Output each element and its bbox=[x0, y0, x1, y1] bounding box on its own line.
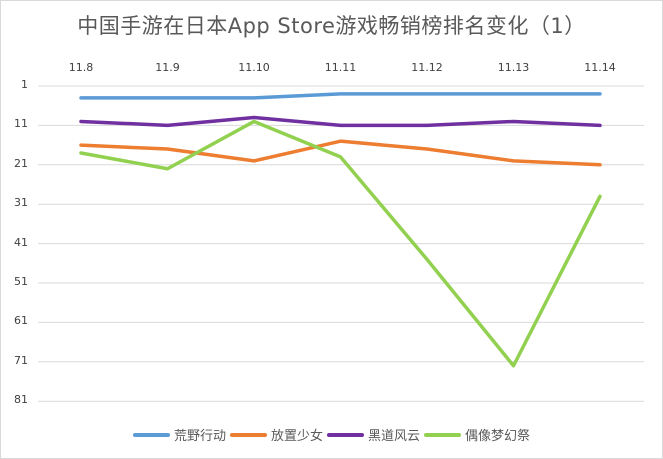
x-tick-label: 11.9 bbox=[155, 61, 180, 74]
y-tick-label: 41 bbox=[14, 235, 28, 249]
legend-swatch-icon bbox=[424, 432, 462, 437]
y-tick-label: 51 bbox=[14, 275, 28, 288]
x-tick-label: 11.10 bbox=[238, 61, 270, 74]
legend-item: 黑道风云 bbox=[327, 425, 420, 444]
legend-label: 黑道风云 bbox=[368, 429, 421, 444]
legend: 荒野行动 放置少女 黑道风云 偶像梦幻祭 bbox=[0, 425, 663, 444]
y-tick-label: 31 bbox=[14, 196, 28, 210]
series-line-3 bbox=[79, 119, 602, 368]
x-tick-label: 11.14 bbox=[584, 61, 616, 74]
series-line-2 bbox=[79, 115, 602, 128]
x-tick-label: 11.13 bbox=[497, 61, 530, 74]
y-tick-label: 1 bbox=[21, 78, 28, 91]
x-tick-label: 11.8 bbox=[68, 61, 94, 74]
legend-label: 偶像梦幻祭 bbox=[465, 429, 531, 444]
series-line-1 bbox=[79, 139, 602, 167]
legend-item: 荒野行动 bbox=[132, 425, 226, 444]
legend-item: 放置少女 bbox=[229, 425, 323, 444]
y-tick-label: 81 bbox=[14, 393, 28, 407]
legend-swatch-icon bbox=[132, 432, 170, 437]
legend-swatch-icon bbox=[229, 432, 267, 437]
series-line-0 bbox=[79, 92, 602, 100]
x-tick-label: 11.12 bbox=[411, 61, 443, 74]
legend-label: 荒野行动 bbox=[173, 429, 226, 444]
y-tick-label: 21 bbox=[14, 156, 28, 170]
legend-swatch-icon bbox=[327, 432, 364, 437]
y-tick-label: 11 bbox=[14, 117, 28, 131]
legend-label: 放置少女 bbox=[270, 429, 323, 444]
legend-item: 偶像梦幻祭 bbox=[424, 425, 530, 444]
y-tick-label: 71 bbox=[14, 353, 28, 367]
chart-title: 中国手游在日本App Store游戏畅销榜排名变化（1） bbox=[77, 14, 586, 38]
x-tick-label: 11.11 bbox=[324, 61, 357, 74]
y-tick-label: 61 bbox=[14, 314, 28, 328]
